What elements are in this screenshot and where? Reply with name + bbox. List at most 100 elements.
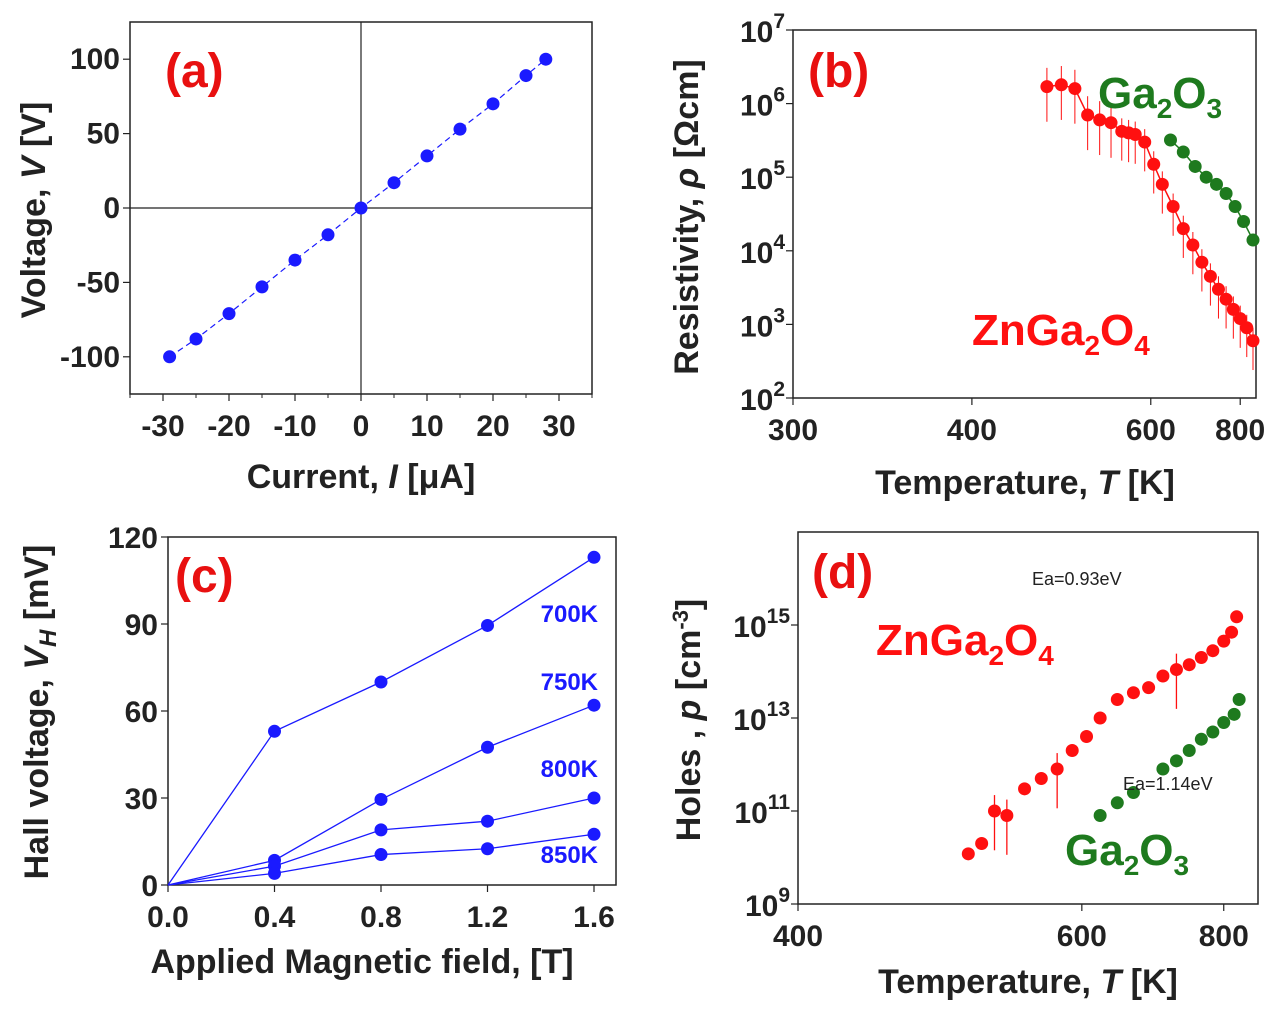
panel-a-point: [163, 350, 176, 363]
panel-a-xtick-label: 20: [476, 410, 509, 443]
panel-c-xlabel: Applied Magnetic field, [T]: [150, 943, 573, 981]
panel-d-znga2o4-point: [1142, 681, 1155, 694]
panel-c-series-label: 850K: [541, 842, 599, 869]
panel-c: 0.0 0.4 0.8 1.2 1.6 0 30 60 90 120 700K 750K 800K 85…: [18, 522, 616, 981]
panel-d-znga2o4-point: [1094, 712, 1107, 725]
panel-c-point: [481, 815, 494, 828]
panel-a-point: [454, 123, 467, 136]
panel-d-ga2o3-point: [1195, 733, 1208, 746]
panel-b-ytick-label: 102: [740, 378, 785, 417]
panel-c-point: [588, 828, 601, 841]
panel-a-ytick-label: -100: [60, 341, 120, 374]
panel-b-znga2o4-label: ZnGa2O4: [972, 306, 1150, 361]
panel-a-xtick-label: -10: [273, 410, 316, 443]
panel-b-ga2o3-point: [1229, 200, 1242, 213]
panel-b-ga2o3-point: [1177, 145, 1190, 158]
panel-b-znga2o4-point: [1186, 238, 1199, 251]
panel-a-point: [355, 202, 368, 215]
panel-a-xtick-label: 0: [353, 410, 370, 443]
panel-d-znga2o4-point: [1195, 651, 1208, 664]
panel-c-xtick-label: 0.4: [254, 901, 296, 934]
panel-d-ga2o3-label: Ga2O3: [1065, 826, 1189, 881]
panel-d-znga2o4-point: [1156, 670, 1169, 683]
panel-d-znga2o4-point: [1080, 730, 1093, 743]
panel-d-znga2o4-point: [1170, 663, 1183, 676]
panel-c-point: [375, 793, 388, 806]
panel-b-tag: (b): [808, 45, 869, 98]
panel-d-ga2o3-point: [1170, 754, 1183, 767]
panel-c-ytick-label: 0: [141, 870, 158, 903]
panel-b: 300 400 600 800 102 103 104 105 106 107 (b) Ga2O3…: [668, 10, 1265, 502]
panel-d-ga2o3-point: [1206, 725, 1219, 738]
panel-c-series-label: 700K: [541, 601, 599, 628]
panel-d-ga2o3-point: [1233, 693, 1246, 706]
panel-a-point: [289, 254, 302, 267]
panel-d-znga2o4-point: [1066, 744, 1079, 757]
panel-b-ytick-label: 107: [740, 10, 785, 49]
panel-d-znga2o4-point: [975, 837, 988, 850]
panel-a-point: [487, 97, 500, 110]
panel-b-znga2o4-point: [1055, 78, 1068, 91]
panel-b-znga2o4-point: [1105, 116, 1118, 129]
panel-b-znga2o4-point: [1204, 270, 1217, 283]
panel-a-ylabel: Voltage, V [V]: [15, 102, 53, 319]
panel-a-tag: (a): [165, 45, 224, 98]
panel-d-ga2o3-point: [1228, 708, 1241, 721]
panel-b-ylabel: Resistivity, ρ [Ωcm]: [668, 59, 706, 375]
panel-a-point: [223, 307, 236, 320]
panel-b-ytick-label: 103: [740, 304, 785, 343]
panel-a-ytick-label: 50: [87, 118, 120, 151]
panel-b-xtick-label: 400: [947, 414, 997, 447]
panel-d-ea2-label: Ea=1.14eV: [1123, 774, 1213, 794]
panel-a: -30 -20 -10 0 10 20 30-100-50050100 (a) Curren…: [15, 22, 592, 496]
panel-d-znga2o4-point: [1035, 772, 1048, 785]
panel-c-point: [375, 848, 388, 861]
panel-a-xtick-label: 30: [542, 410, 575, 443]
panel-b-xtick-label: 300: [768, 414, 818, 447]
panel-d-ga2o3-point: [1183, 744, 1196, 757]
panel-d-tag: (d): [812, 546, 873, 599]
panel-b-znga2o4-point: [1246, 334, 1259, 347]
panel-d-xlabel: Temperature, T [K]: [878, 963, 1178, 1001]
panel-b-znga2o4-point: [1156, 178, 1169, 191]
panel-c-point: [588, 792, 601, 805]
panel-c-series-line: [168, 798, 594, 885]
panel-d-znga2o4-point: [1230, 610, 1243, 623]
panel-b-znga2o4-point: [1040, 80, 1053, 93]
panel-d-znga2o4-point: [1225, 626, 1238, 639]
panel-d-ylabel: Holes , p [cm-3]: [668, 599, 708, 842]
panel-d-xtick-label: 600: [1057, 920, 1107, 953]
panel-d-xtick-label: 400: [773, 920, 823, 953]
panel-a-ytick-label: 100: [70, 43, 120, 76]
panel-c-xtick-label: 0.0: [147, 901, 189, 934]
panel-b-znga2o4-point: [1138, 136, 1151, 149]
panel-b-ytick-label: 105: [740, 157, 785, 196]
panel-b-ga2o3-point: [1164, 134, 1177, 147]
panel-d-ga2o3-point: [1217, 716, 1230, 729]
panel-c-point: [481, 619, 494, 632]
panel-d-ytick-label: 1013: [733, 698, 790, 737]
panel-c-point: [268, 725, 281, 738]
panel-b-ga2o3-point: [1210, 178, 1223, 191]
panel-a-xlabel: Current, I [μA]: [247, 458, 476, 496]
panel-a-point: [388, 176, 401, 189]
panel-c-point: [268, 867, 281, 880]
panel-c-tag: (c): [175, 550, 234, 603]
panel-d-ga2o3-point: [1111, 796, 1124, 809]
panel-c-point: [481, 741, 494, 754]
panel-a-point: [190, 332, 203, 345]
panel-b-ga2o3-label: Ga2O3: [1098, 69, 1222, 124]
panel-c-ylabel: Hall voltage, VH [mV]: [18, 545, 62, 880]
panel-c-ytick-label: 120: [108, 522, 158, 555]
panel-a-xtick-label: -30: [141, 410, 184, 443]
panel-b-ga2o3-point: [1246, 234, 1259, 247]
panel-a-ytick-label: 0: [103, 192, 120, 225]
panel-c-ytick-label: 60: [125, 696, 158, 729]
panel-d-znga2o4-point: [1051, 763, 1064, 776]
panel-b-ytick-label: 104: [740, 231, 785, 270]
panel-a-point: [256, 280, 269, 293]
panel-d-znga2o4-point: [1000, 809, 1013, 822]
panel-d-znga2o4-point: [988, 805, 1001, 818]
panel-c-frame: [168, 537, 616, 885]
